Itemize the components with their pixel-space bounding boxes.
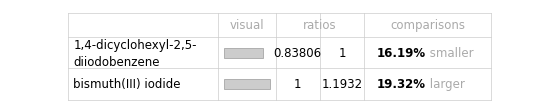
Text: bismuth(III) iodide: bismuth(III) iodide	[73, 78, 181, 91]
Text: 1.1932: 1.1932	[322, 78, 363, 91]
Text: 1: 1	[294, 78, 301, 91]
Bar	[223, 79, 270, 89]
Text: 19.32%: 19.32%	[377, 78, 426, 91]
Text: 0.83806: 0.83806	[274, 47, 322, 60]
Text: larger: larger	[426, 78, 465, 91]
Text: smaller: smaller	[426, 47, 473, 60]
Text: visual: visual	[230, 19, 264, 32]
Text: ratios: ratios	[303, 19, 337, 32]
Text: 1,4-dicyclohexyl-2,5-
diiodobenzene: 1,4-dicyclohexyl-2,5- diiodobenzene	[73, 38, 197, 68]
Bar	[223, 48, 263, 58]
Text: comparisons: comparisons	[390, 19, 465, 32]
Text: 1: 1	[339, 47, 346, 60]
Text: 16.19%: 16.19%	[377, 47, 426, 60]
